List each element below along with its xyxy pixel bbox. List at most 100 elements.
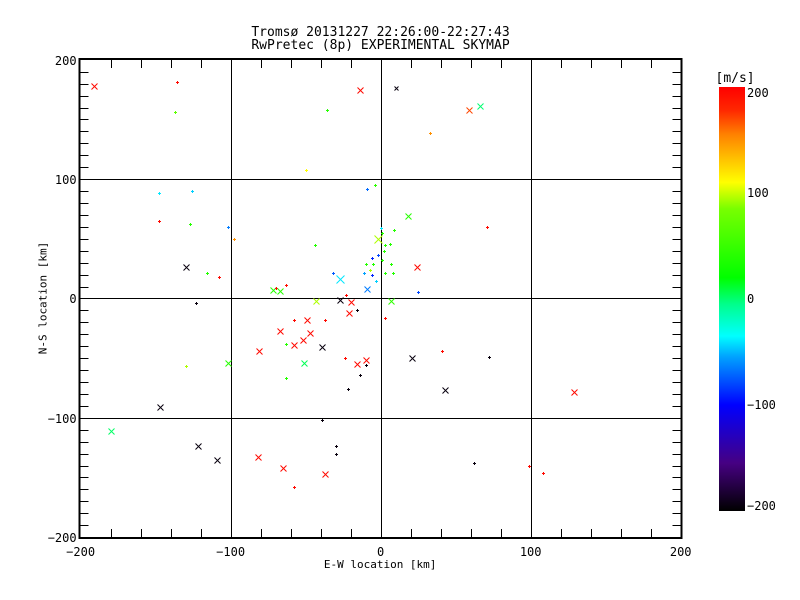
data-point-dot: [314, 244, 317, 247]
data-point-dot: [359, 374, 362, 377]
data-point-dot: [369, 269, 372, 272]
colorbar-tick-label: −100: [747, 398, 776, 412]
data-point-x: [337, 297, 344, 304]
data-point-dot: [441, 350, 444, 353]
data-point-dot: [293, 319, 296, 322]
y-tick-label: −100: [47, 411, 77, 426]
data-point-dot: [218, 276, 221, 279]
data-point-x: [405, 213, 412, 220]
data-point-dot: [473, 462, 476, 465]
data-point-x: [313, 298, 320, 305]
data-point-dot: [365, 364, 368, 367]
data-point-x: [307, 330, 314, 337]
data-point-dot: [158, 220, 161, 223]
colorbar-tick-label: 0: [747, 292, 755, 306]
y-tick-label: 200: [54, 53, 77, 68]
data-point-dot: [195, 302, 198, 305]
colorbar: [719, 87, 745, 511]
data-point-dot: [381, 232, 384, 235]
data-point-dot: [392, 272, 395, 275]
data-point-x: [346, 310, 353, 317]
data-point-dot: [384, 244, 387, 247]
data-point-dot: [486, 226, 489, 229]
data-point-dot: [158, 192, 161, 195]
data-point-x: [319, 344, 326, 351]
data-point-dot: [293, 486, 296, 489]
data-point-x: [374, 235, 383, 244]
data-point-x: [157, 404, 164, 411]
data-point-dot: [185, 365, 188, 368]
data-point-x: [183, 264, 190, 271]
data-point-x: [571, 389, 578, 396]
data-point-x: [364, 286, 371, 293]
data-point-x: [277, 288, 284, 295]
data-point-dot: [347, 388, 350, 391]
data-point-dot: [191, 190, 194, 193]
data-point-x: [225, 360, 232, 367]
data-point-dot: [384, 272, 387, 275]
data-point-dot: [374, 184, 377, 187]
colorbar-title: [m/s]: [715, 71, 755, 86]
data-point-x: [256, 348, 263, 355]
data-point-x: [466, 107, 473, 114]
x-tick-label: −200: [66, 545, 96, 559]
data-point-dot: [429, 132, 432, 135]
data-point-dot: [384, 317, 387, 320]
data-point-x: [477, 103, 484, 110]
plot-title-block: Tromsø 20131227 22:26:00-22:27:43 RwPret…: [0, 26, 761, 52]
data-point-dot: [371, 274, 374, 277]
x-tick-label: 200: [669, 545, 692, 559]
data-point-dot: [332, 272, 335, 275]
data-point-dot: [417, 291, 420, 294]
data-point-dot: [305, 169, 308, 172]
y-tick-label: 0: [69, 292, 77, 307]
data-point-x: [277, 328, 284, 335]
x-tick-label: 100: [519, 545, 542, 559]
data-point-dot: [375, 280, 378, 283]
data-point-x: [322, 471, 329, 478]
y-tick-label: −200: [47, 531, 77, 546]
data-point-dot: [377, 254, 380, 257]
data-point-dot: [383, 250, 386, 253]
data-point-dot: [326, 109, 329, 112]
plot-subtitle: RwPretec (8p) EXPERIMENTAL SKYMAP: [251, 38, 510, 53]
data-point-x: [363, 357, 370, 364]
data-point-dot: [390, 263, 393, 266]
data-point-x: [195, 443, 202, 450]
data-point-dot: [189, 223, 192, 226]
data-point-dot: [356, 309, 359, 312]
data-point-dot: [227, 226, 230, 229]
data-point-x: [388, 298, 395, 305]
data-point-dot: [389, 243, 392, 246]
data-point-x: [394, 86, 399, 91]
data-point-dot: [285, 284, 288, 287]
colorbar-tick-label: −200: [747, 499, 776, 513]
data-point-dot: [335, 453, 338, 456]
data-point-dot: [542, 472, 545, 475]
x-tick-label: 0: [377, 545, 385, 559]
data-point-x: [300, 337, 307, 344]
data-point-x: [414, 264, 421, 271]
data-point-dot: [365, 263, 368, 266]
data-point-dot: [285, 343, 288, 346]
data-point-dot: [285, 377, 288, 380]
data-point-dot: [372, 263, 375, 266]
data-point-dot: [345, 294, 348, 297]
data-point-x: [442, 387, 449, 394]
data-point-x: [280, 465, 287, 472]
data-point-x: [348, 299, 355, 306]
data-point-dot: [371, 257, 374, 260]
data-point-dot: [324, 319, 327, 322]
x-tick-label: −100: [216, 545, 246, 559]
data-point-x: [291, 342, 298, 349]
colorbar-tick-label: 200: [747, 86, 769, 100]
data-point-dot: [488, 356, 491, 359]
data-point-dot: [344, 357, 347, 360]
data-point-x: [354, 361, 361, 368]
data-point-dot: [363, 272, 366, 275]
data-point-x: [214, 457, 221, 464]
data-point-dot: [335, 445, 338, 448]
data-point-dot: [380, 227, 383, 230]
